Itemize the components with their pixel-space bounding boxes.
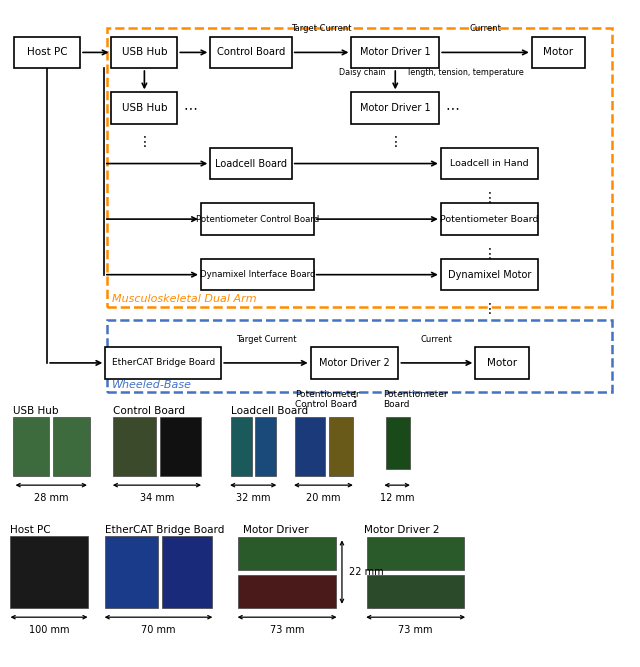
FancyBboxPatch shape: [351, 37, 439, 68]
FancyBboxPatch shape: [329, 417, 353, 476]
FancyBboxPatch shape: [441, 148, 538, 179]
FancyBboxPatch shape: [310, 348, 398, 379]
FancyBboxPatch shape: [367, 538, 464, 570]
Text: Current: Current: [470, 25, 501, 33]
Text: ⋮: ⋮: [483, 191, 496, 205]
Text: Dynamixel Motor: Dynamixel Motor: [447, 269, 531, 279]
Text: Target Current: Target Current: [291, 25, 352, 33]
Text: Motor Driver: Motor Driver: [243, 525, 309, 535]
FancyBboxPatch shape: [386, 417, 410, 470]
Text: USB Hub: USB Hub: [13, 406, 58, 416]
Text: Loadcell in Hand: Loadcell in Hand: [450, 159, 529, 168]
Text: USB Hub: USB Hub: [122, 47, 167, 57]
Text: 22 mm: 22 mm: [349, 567, 384, 577]
Text: length, tension, temperature: length, tension, temperature: [408, 68, 524, 77]
Text: Motor: Motor: [543, 47, 573, 57]
Text: Target Current: Target Current: [236, 335, 296, 344]
FancyBboxPatch shape: [441, 203, 538, 235]
Text: ⋮: ⋮: [348, 390, 362, 404]
Text: Motor: Motor: [487, 358, 517, 368]
FancyBboxPatch shape: [239, 538, 336, 570]
FancyBboxPatch shape: [211, 148, 292, 179]
Text: 32 mm: 32 mm: [236, 493, 271, 503]
Text: ⋮: ⋮: [483, 247, 496, 261]
Text: 100 mm: 100 mm: [29, 625, 69, 635]
FancyBboxPatch shape: [255, 417, 276, 476]
FancyBboxPatch shape: [105, 348, 221, 379]
Text: Loadcell Board: Loadcell Board: [231, 406, 308, 416]
Text: 12 mm: 12 mm: [380, 493, 414, 503]
Text: Motor Driver 1: Motor Driver 1: [360, 47, 431, 57]
Text: Loadcell Board: Loadcell Board: [215, 159, 287, 169]
Text: Motor Driver 1: Motor Driver 1: [360, 103, 431, 113]
Text: Motor Driver 2: Motor Driver 2: [319, 358, 390, 368]
FancyBboxPatch shape: [106, 536, 157, 608]
FancyBboxPatch shape: [295, 417, 325, 476]
FancyBboxPatch shape: [14, 37, 80, 68]
Text: ⋮: ⋮: [138, 135, 151, 149]
FancyBboxPatch shape: [231, 417, 252, 476]
FancyBboxPatch shape: [201, 259, 314, 290]
FancyBboxPatch shape: [162, 536, 212, 608]
Text: Wheeled-Base: Wheeled-Base: [112, 380, 192, 390]
FancyBboxPatch shape: [211, 37, 292, 68]
Text: Host PC: Host PC: [27, 47, 67, 57]
Text: 20 mm: 20 mm: [306, 493, 340, 503]
FancyBboxPatch shape: [441, 259, 538, 290]
Text: Musculoskeletal Dual Arm: Musculoskeletal Dual Arm: [112, 294, 257, 304]
Text: EtherCAT Bridge Board: EtherCAT Bridge Board: [111, 358, 215, 368]
FancyBboxPatch shape: [113, 417, 156, 476]
FancyBboxPatch shape: [532, 37, 585, 68]
FancyBboxPatch shape: [160, 417, 201, 476]
FancyBboxPatch shape: [13, 417, 49, 476]
Text: 34 mm: 34 mm: [140, 493, 174, 503]
Text: ⋯: ⋯: [184, 101, 198, 115]
Text: Control Board: Control Board: [217, 47, 285, 57]
FancyBboxPatch shape: [111, 92, 177, 123]
FancyBboxPatch shape: [10, 536, 88, 608]
Text: Motor Driver 2: Motor Driver 2: [364, 525, 440, 535]
Text: Potentiometer
Board: Potentiometer Board: [383, 390, 447, 410]
FancyBboxPatch shape: [111, 37, 177, 68]
FancyBboxPatch shape: [351, 92, 439, 123]
Text: ⋮: ⋮: [483, 302, 496, 316]
Text: 73 mm: 73 mm: [270, 625, 305, 635]
FancyBboxPatch shape: [476, 348, 529, 379]
Text: 73 mm: 73 mm: [398, 625, 433, 635]
Text: Control Board: Control Board: [113, 406, 185, 416]
FancyBboxPatch shape: [54, 417, 90, 476]
Text: ⋯: ⋯: [445, 101, 460, 115]
Text: Current: Current: [421, 335, 452, 344]
Text: EtherCAT Bridge Board: EtherCAT Bridge Board: [106, 525, 225, 535]
Text: Potentiometer
Control Board: Potentiometer Control Board: [295, 390, 360, 410]
FancyBboxPatch shape: [201, 203, 314, 235]
FancyBboxPatch shape: [367, 576, 464, 608]
Text: 28 mm: 28 mm: [34, 493, 68, 503]
Text: Potentiometer Board: Potentiometer Board: [440, 215, 539, 223]
FancyBboxPatch shape: [239, 576, 336, 608]
Text: Dynamixel Interface Board: Dynamixel Interface Board: [200, 270, 315, 279]
Text: Daisy chain: Daisy chain: [339, 68, 386, 77]
Text: USB Hub: USB Hub: [122, 103, 167, 113]
Text: 70 mm: 70 mm: [141, 625, 176, 635]
Text: Host PC: Host PC: [10, 525, 50, 535]
Text: ⋮: ⋮: [388, 135, 402, 149]
Text: Potentiometer Control Board: Potentiometer Control Board: [196, 215, 319, 223]
